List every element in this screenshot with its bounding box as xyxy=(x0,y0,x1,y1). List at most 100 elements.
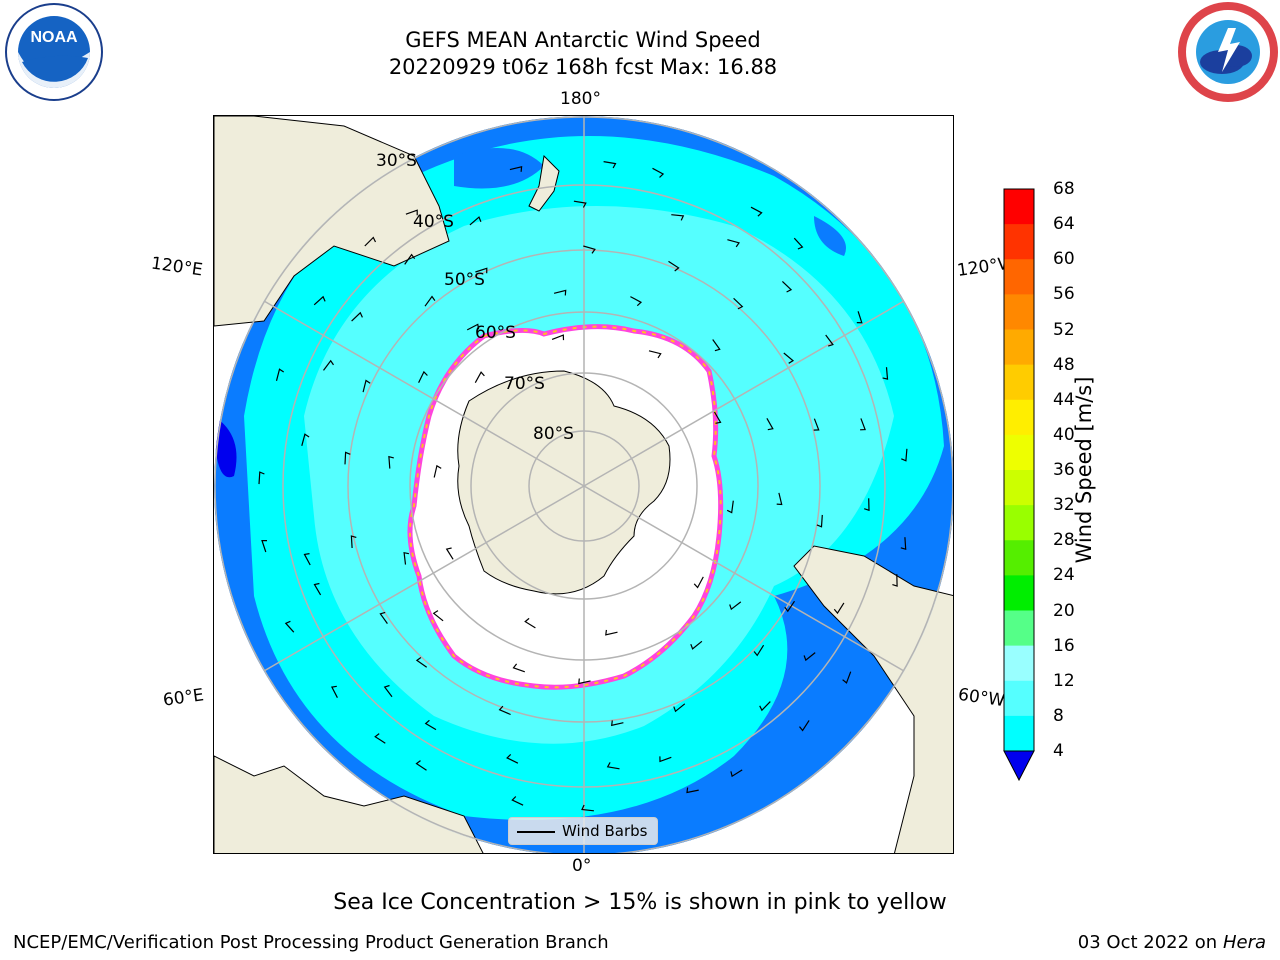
wind-speed-colorbar xyxy=(1003,188,1035,782)
colorbar-tick-label: 60 xyxy=(1053,249,1075,270)
wind-barb-legend-line xyxy=(517,831,555,833)
wind-barb xyxy=(671,214,685,221)
wind-barb xyxy=(648,350,662,359)
wind-barb xyxy=(730,769,743,778)
wind-barb xyxy=(750,206,763,217)
wind-barb xyxy=(825,334,834,347)
wind-barb xyxy=(469,216,482,226)
wind-barb xyxy=(303,553,311,566)
colorbar-tick-label: 24 xyxy=(1053,565,1075,586)
wind-barb xyxy=(882,367,889,380)
wind-barb xyxy=(860,418,866,431)
wind-barb xyxy=(551,334,565,341)
wind-barb xyxy=(374,733,386,744)
colorbar-cell xyxy=(1004,540,1034,576)
new-zealand-land xyxy=(528,154,560,212)
wind-barb xyxy=(713,411,722,424)
wind-barb xyxy=(388,455,394,469)
wind-barb xyxy=(284,620,295,633)
latitude-label-40s: 40°S xyxy=(413,212,454,232)
antarctic-wind-map xyxy=(213,115,954,854)
wind-barb xyxy=(313,295,326,306)
wind-barb xyxy=(404,253,416,265)
sea-ice-caption: Sea Ice Concentration > 15% is shown in … xyxy=(333,890,947,915)
longitude-label-0: 0° xyxy=(572,856,592,876)
wind-barb xyxy=(466,323,480,331)
colorbar-cell xyxy=(1004,329,1034,366)
footer-machine: Hera xyxy=(1222,932,1266,953)
latitude-label-30s: 30°S xyxy=(376,151,417,171)
wind-barb xyxy=(432,610,444,622)
footer-date-text: 03 Oct 2022 on xyxy=(1077,932,1223,953)
wind-barb xyxy=(892,574,898,587)
africa-land xyxy=(214,755,484,853)
wind-barb xyxy=(659,756,672,763)
colorbar-cell xyxy=(1004,645,1034,682)
wind-barb xyxy=(901,448,908,462)
wind-barb xyxy=(652,167,665,178)
wind-barb xyxy=(693,576,704,589)
colorbar-tick-label: 36 xyxy=(1053,460,1075,480)
wind-barb xyxy=(605,629,618,636)
wind-barb xyxy=(275,368,285,381)
wind-barb xyxy=(726,500,734,514)
wind-barb xyxy=(261,540,267,553)
wind-barb xyxy=(803,652,816,662)
wind-barb xyxy=(506,753,519,764)
wind-barb xyxy=(475,267,488,274)
colorbar-cell xyxy=(1004,189,1034,225)
wind-barb xyxy=(842,671,852,684)
colorbar-tick-label: 44 xyxy=(1053,389,1075,410)
wind-barb xyxy=(424,719,437,731)
wind-barb xyxy=(816,514,823,528)
colorbar-tick-label: 56 xyxy=(1053,284,1075,305)
longitude-label-60e: 60°E xyxy=(161,685,206,711)
longitude-label-120e: 120°E xyxy=(149,253,204,281)
wind-barb xyxy=(799,720,810,732)
colorbar-tick-label: 16 xyxy=(1053,635,1075,656)
colorbar-tick-label: 52 xyxy=(1053,319,1075,340)
colorbar-tick-label: 68 xyxy=(1053,179,1075,199)
colorbar-cell xyxy=(1004,470,1034,506)
longitude-label-60w: 60°W xyxy=(956,684,1007,712)
latitude-label-60s: 60°S xyxy=(475,323,516,343)
latitude-label-50s: 50°S xyxy=(444,270,485,290)
wind-barb xyxy=(833,602,845,615)
wind-barb xyxy=(474,371,485,383)
wind-barb xyxy=(630,296,643,307)
legend-label: Wind Barbs xyxy=(562,822,648,840)
wind-barb xyxy=(668,260,680,272)
longitude-label-180: 180° xyxy=(560,89,601,109)
wind-barb xyxy=(344,451,351,465)
wind-barb xyxy=(364,236,377,247)
wind-barb xyxy=(258,471,265,485)
colorbar-cell xyxy=(1004,294,1034,330)
wind-barb xyxy=(424,295,436,307)
svg-text:NOAA: NOAA xyxy=(30,29,78,46)
wind-barb xyxy=(583,245,596,254)
wind-barb xyxy=(712,339,721,352)
wind-barb xyxy=(323,359,334,371)
colorbar-cell xyxy=(1004,259,1034,295)
colorbar-tick-label: 40 xyxy=(1053,424,1075,445)
wind-barb xyxy=(606,762,620,770)
wind-barb xyxy=(690,640,703,650)
colorbar-tick-label: 28 xyxy=(1053,530,1075,551)
wind-barb xyxy=(553,289,567,296)
wind-barb xyxy=(781,280,793,293)
wind-barb xyxy=(611,720,624,727)
wind-barb xyxy=(766,418,774,431)
wind-barb xyxy=(313,582,322,596)
wind-barb xyxy=(864,498,870,512)
wind-barb xyxy=(900,537,907,551)
wind-barb xyxy=(301,433,310,446)
footer-credit: NCEP/EMC/Verification Post Processing Pr… xyxy=(13,932,609,953)
wind-barb xyxy=(511,796,524,806)
wind-barb xyxy=(415,657,428,668)
wind-barb xyxy=(512,663,526,673)
colorbar-tick-label: 4 xyxy=(1053,741,1064,761)
wind-barb xyxy=(362,379,371,393)
wind-barb xyxy=(350,535,357,549)
wind-barb xyxy=(813,418,820,431)
map-legend: Wind Barbs xyxy=(508,817,658,845)
